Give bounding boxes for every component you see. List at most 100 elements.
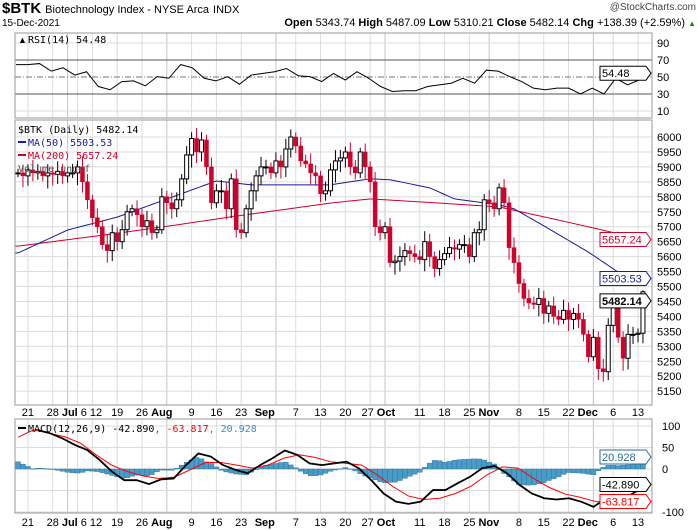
candle-body xyxy=(253,175,259,192)
x-axis-label-bottom: 19 xyxy=(111,517,123,529)
macd-histogram-bar xyxy=(620,465,626,470)
macd-axis-label: 50 xyxy=(662,443,674,455)
close-value: 5482.14 xyxy=(529,17,570,29)
candle-body xyxy=(129,208,135,213)
rsi-icon: ▲ xyxy=(18,35,27,45)
candle-body xyxy=(179,178,185,201)
candle-body xyxy=(501,187,507,204)
macd-histogram-bar xyxy=(144,468,150,477)
macd-histogram-bar xyxy=(84,468,91,472)
candle-body xyxy=(605,324,611,373)
candle-body xyxy=(511,247,517,263)
macd-histogram-bar xyxy=(213,466,220,470)
macd-histogram-bar xyxy=(169,468,175,471)
macd-histogram-bar xyxy=(422,467,428,470)
macd-histogram-bar xyxy=(94,468,101,472)
hist-value-tag-box xyxy=(599,449,652,465)
candle-body xyxy=(50,172,55,175)
macd-histogram-bar xyxy=(451,459,458,470)
price-axis-label: 5900 xyxy=(657,162,681,174)
candle-body xyxy=(596,337,601,369)
macd-histogram-bar xyxy=(74,468,81,474)
price-axis-label: 5150 xyxy=(657,386,681,398)
candle-body xyxy=(283,148,289,168)
x-axis-label: Dec xyxy=(578,407,598,419)
candle-body xyxy=(635,332,641,335)
candle-body xyxy=(476,229,482,234)
macd-histogram-bar xyxy=(541,468,547,483)
candle-body xyxy=(164,196,170,204)
macd-histogram-bar xyxy=(431,460,438,470)
candle-body xyxy=(323,190,329,195)
close-value-tag-box xyxy=(599,293,652,309)
price-axis-label: 5350 xyxy=(657,326,681,338)
candle-body xyxy=(293,136,299,147)
candle-body xyxy=(576,313,581,320)
macd-histogram-bar xyxy=(615,465,621,470)
macd-histogram-bar xyxy=(471,458,478,470)
macd-panel xyxy=(15,429,646,508)
price-axis-label: 5800 xyxy=(657,192,681,204)
x-axis-label-bottom: Sep xyxy=(255,517,275,529)
candle-body xyxy=(45,172,51,177)
candle-body xyxy=(536,297,542,305)
candle-body xyxy=(427,241,432,257)
x-axis-label: 26 xyxy=(136,407,148,419)
x-axis-label: 6 xyxy=(81,407,87,419)
macd-histogram-bar xyxy=(392,468,398,483)
close-value-tag: 5482.14 xyxy=(602,296,643,308)
ma50-line xyxy=(15,178,643,286)
macd-histogram-bar xyxy=(412,468,418,475)
signal-value-tag: -63.817 xyxy=(602,496,639,508)
rsi-axis-label: 30 xyxy=(657,89,669,101)
candle-body xyxy=(100,226,105,245)
macd-histogram-bar xyxy=(50,468,56,470)
candle-body xyxy=(342,151,348,159)
candle-body xyxy=(571,312,577,320)
macd-histogram-bar xyxy=(25,466,31,470)
ma200-value-tag-box xyxy=(599,231,652,247)
macd-histogram-bar xyxy=(332,468,339,471)
macd-legend-swatch xyxy=(18,427,26,429)
rsi-value-tag-box xyxy=(599,65,652,81)
candle-body xyxy=(348,151,353,168)
x-axis-label: 18 xyxy=(438,407,450,419)
ma50-value-tag-box xyxy=(599,270,652,286)
macd-histogram-bar xyxy=(302,468,309,475)
candle-body xyxy=(367,166,373,183)
candle-body xyxy=(25,169,31,177)
x-axis-label-bottom: 26 xyxy=(136,517,148,529)
candle-body xyxy=(551,305,556,317)
candle-body xyxy=(35,170,41,174)
x-axis-label: 6 xyxy=(610,407,616,419)
price-axis-label: 5750 xyxy=(657,207,681,219)
macd-histogram-bar xyxy=(79,468,86,473)
candle-body xyxy=(154,229,160,234)
low-value: 5310.21 xyxy=(453,17,494,29)
candle-body xyxy=(298,145,303,162)
candle-body xyxy=(85,181,90,201)
candle-body xyxy=(218,190,224,193)
x-axis-label: 11 xyxy=(414,407,425,419)
rsi-legend: RSI(14) 54.48 xyxy=(28,35,106,46)
macd-histogram-bar xyxy=(40,468,46,470)
candle-body xyxy=(134,208,140,215)
macd-histogram-bar xyxy=(288,464,294,470)
x-axis-label: 9 xyxy=(189,407,195,419)
candle-body xyxy=(357,151,363,174)
x-axis-label-bottom: 22 xyxy=(562,517,574,529)
x-axis-label-bottom: Dec xyxy=(578,517,598,529)
x-axis-label: 28 xyxy=(47,407,59,419)
candle-body xyxy=(362,151,368,168)
candle-body xyxy=(15,172,21,175)
x-axis-label-bottom: 28 xyxy=(47,517,59,529)
price-panel xyxy=(15,128,646,382)
macd-histogram-bar xyxy=(223,468,230,473)
close-label: Close xyxy=(496,17,527,29)
x-axis-label: 21 xyxy=(22,407,34,419)
ma50-legend-swatch xyxy=(18,141,26,143)
macd-histogram-bar xyxy=(595,468,602,472)
candle-body xyxy=(65,172,71,177)
open-label: Open xyxy=(284,17,313,29)
candle-body xyxy=(184,154,190,180)
